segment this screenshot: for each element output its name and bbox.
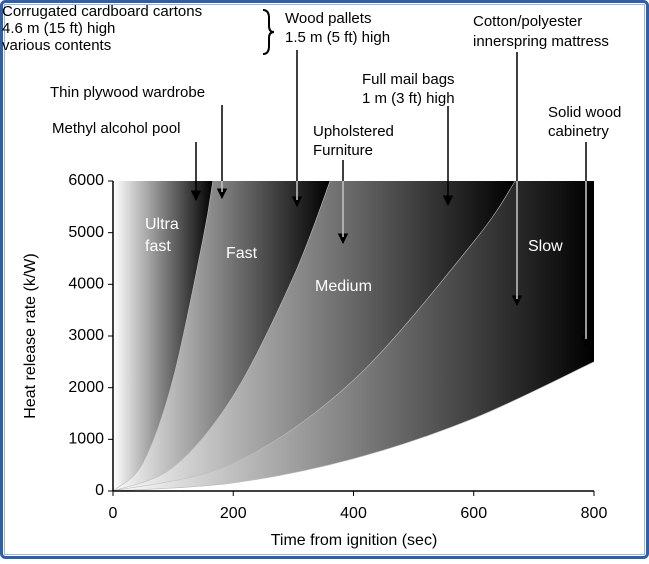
annotation: Thin plywood wardrobe xyxy=(50,84,205,101)
region-label: Ultra xyxy=(145,216,179,233)
y-tick-label: 2000 xyxy=(68,379,104,396)
rate-region xyxy=(113,181,516,491)
y-tick-label: 0 xyxy=(95,482,104,499)
x-tick-label: 0 xyxy=(109,505,118,522)
region-label: Fast xyxy=(226,245,258,262)
frame-inner xyxy=(4,4,645,555)
y-tick-label: 1000 xyxy=(68,431,104,448)
x-tick-label: 200 xyxy=(220,505,247,522)
region-label: Medium xyxy=(315,278,372,295)
x-tick-label: 800 xyxy=(581,505,608,522)
rate-region xyxy=(113,181,594,491)
annotation: Cotton/polyester xyxy=(473,13,582,30)
y-tick-label: 4000 xyxy=(68,276,104,293)
x-tick-label: 600 xyxy=(460,505,487,522)
annotation: Wood pallets xyxy=(285,10,371,27)
rate-region xyxy=(113,181,331,491)
region-label: fast xyxy=(145,238,171,255)
annotation: various contents xyxy=(2,37,111,54)
annotation: innerspring mattress xyxy=(473,33,609,50)
rate-region xyxy=(113,181,213,491)
annotation: Methyl alcohol pool xyxy=(52,120,180,137)
y-tick-label: 6000 xyxy=(68,172,104,189)
annotation: 4.6 m (15 ft) high xyxy=(2,20,115,37)
y-tick-label: 5000 xyxy=(68,224,104,241)
annotation: 1 m (3 ft) high xyxy=(362,90,455,107)
growth-curve xyxy=(112,180,516,492)
annotation: 1.5 m (5 ft) high xyxy=(285,29,390,46)
annotation: Corrugated cardboard cartons xyxy=(2,3,202,20)
x-axis-title: Time from ignition (sec) xyxy=(271,532,438,549)
growth-curve xyxy=(112,361,595,492)
brace xyxy=(262,9,275,55)
annotation: Upholstered xyxy=(313,123,394,140)
y-axis-title: Heat release rate (k/W) xyxy=(22,253,39,418)
x-tick-label: 400 xyxy=(340,505,367,522)
y-tick-label: 3000 xyxy=(68,327,104,344)
annotation: Solid wood xyxy=(548,104,621,121)
annotation: cabinetry xyxy=(548,123,609,140)
annotation: Full mail bags xyxy=(362,71,455,88)
growth-curve xyxy=(112,180,214,492)
growth-curve xyxy=(112,180,331,492)
region-label: Slow xyxy=(528,238,563,255)
annotation: Furniture xyxy=(313,142,373,159)
